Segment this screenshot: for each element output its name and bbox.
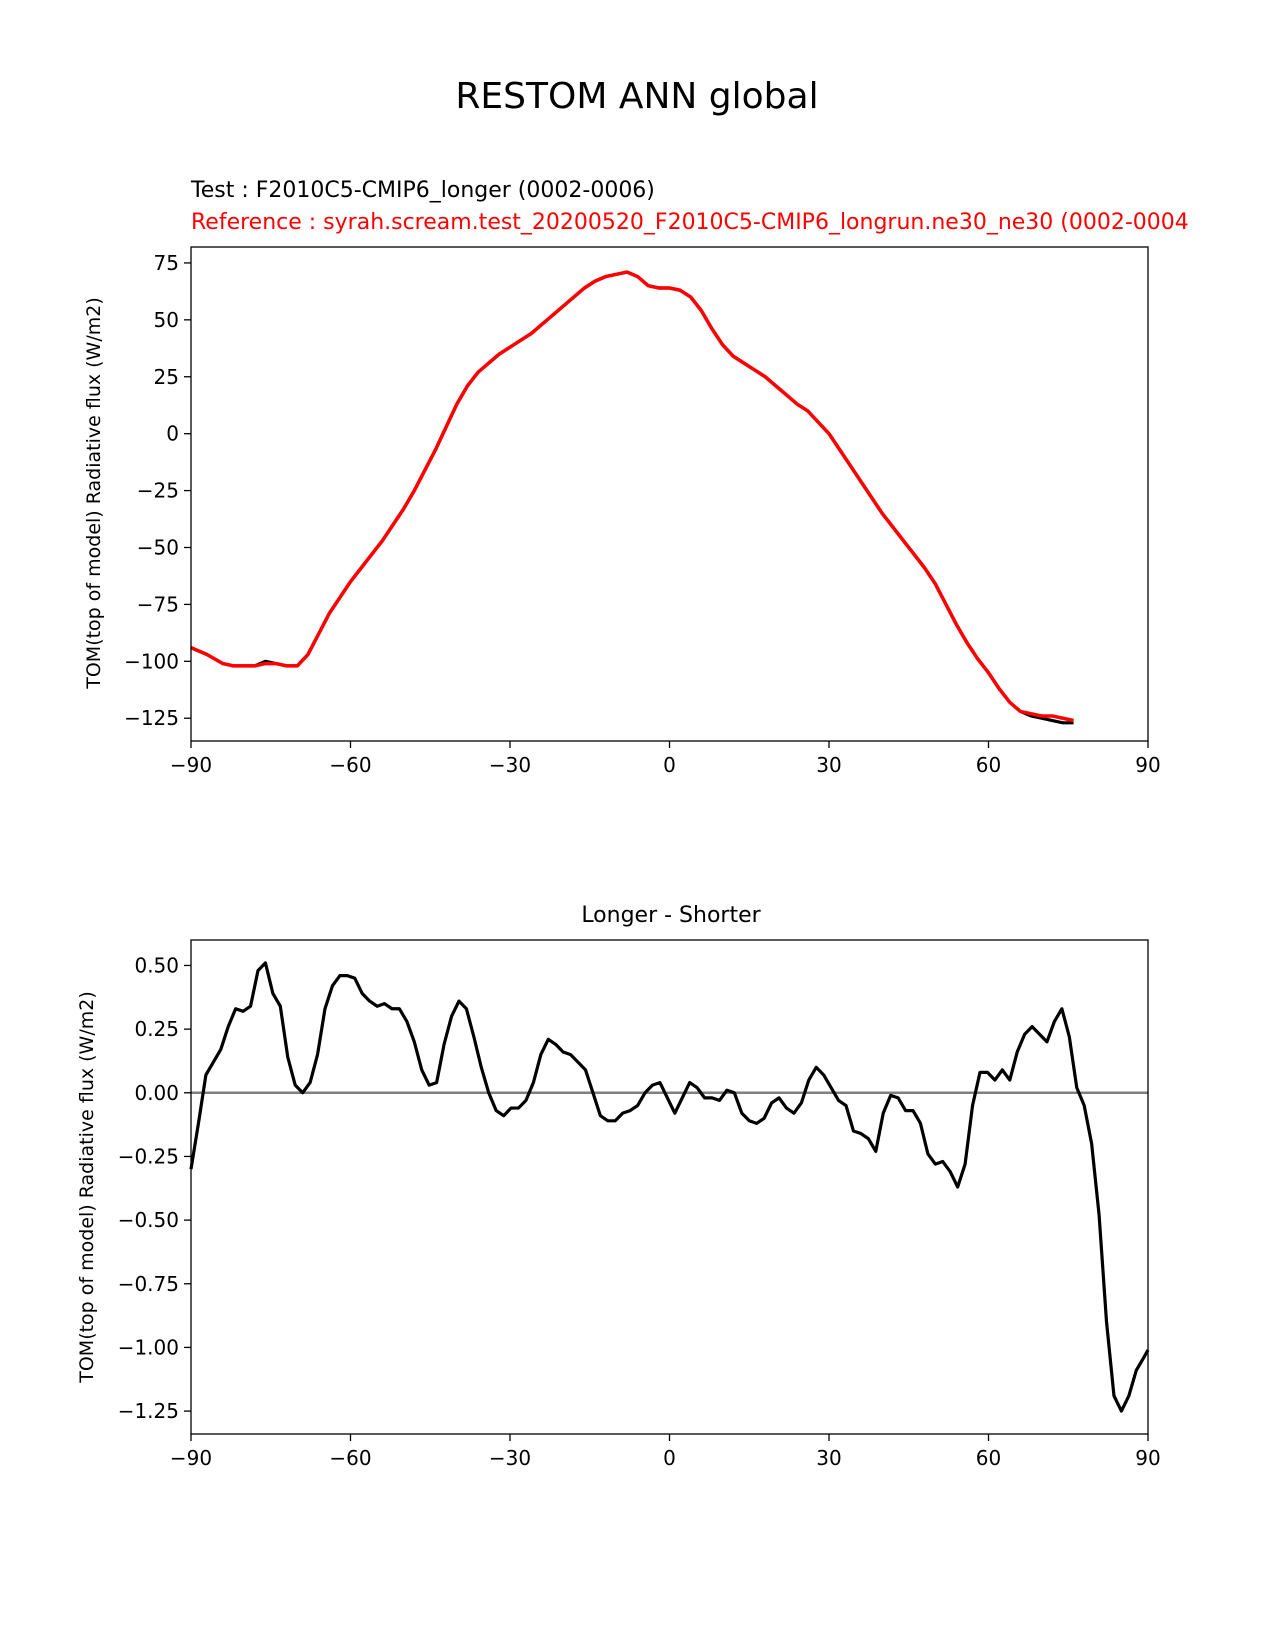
top-y-tick-label: 0 <box>166 422 179 446</box>
test-label: Test : F2010C5-CMIP6_longer (0002-0006) <box>190 178 655 203</box>
top-x-tick-label: 0 <box>663 753 676 777</box>
bottom-x-tick-label: 90 <box>1135 1446 1160 1470</box>
reference-label: Reference : syrah.scream.test_20200520_F… <box>191 210 1189 235</box>
bottom-y-tick-label: −0.25 <box>118 1144 179 1168</box>
bottom-x-tick-label: 60 <box>976 1446 1001 1470</box>
figure-title: RESTOM ANN global <box>455 76 818 117</box>
bottom-axes-frame <box>190 939 1149 1435</box>
top-x-tick-label: −30 <box>489 753 531 777</box>
bottom-y-tick-label: −0.75 <box>118 1272 179 1296</box>
top-axes-frame <box>190 246 1149 742</box>
bottom-series-line-0 <box>189 961 1150 1413</box>
top-series-line-1 <box>190 270 1074 723</box>
top-series-line-0 <box>190 270 1074 725</box>
bottom-y-tick-label: −0.50 <box>118 1208 179 1232</box>
bottom-y-axis-label: TOM(top of model) Radiative flux (W/m2) <box>76 991 98 1384</box>
top-y-tick-label: −100 <box>124 649 179 673</box>
top-y-axis-label: TOM(top of model) Radiative flux (W/m2) <box>83 297 105 690</box>
bottom-chart-title: Longer - Shorter <box>581 903 761 928</box>
bottom-chart: Longer - Shorter −90 −60 −30 0 30 60 90 0.50 0.2… <box>76 903 1161 1470</box>
top-y-tick-label: 25 <box>154 365 179 389</box>
top-x-tick-label: 90 <box>1135 753 1160 777</box>
top-chart: Test : F2010C5-CMIP6_longer (0002-0006) … <box>83 178 1189 777</box>
bottom-y-tick-label: 0.50 <box>134 953 179 977</box>
top-plot-area: −90 −60 −30 0 30 60 90 75 50 25 0 −25 −50 −75 −100 −125 <box>124 246 1161 777</box>
bottom-y-tick-label: −1.00 <box>118 1335 179 1359</box>
top-x-tick-label: 30 <box>816 753 841 777</box>
top-x-tick-label: −60 <box>329 753 371 777</box>
bottom-y-tick-label: 0.00 <box>134 1081 179 1105</box>
bottom-x-tick-label: 0 <box>663 1446 676 1470</box>
top-x-tick-label: 60 <box>976 753 1001 777</box>
top-y-tick-label: 50 <box>154 308 179 332</box>
top-x-tick-label: −90 <box>170 753 212 777</box>
bottom-x-tick-label: −30 <box>489 1446 531 1470</box>
bottom-y-tick-label: −1.25 <box>118 1399 179 1423</box>
bottom-x-tick-label: −90 <box>170 1446 212 1470</box>
bottom-plot-area: −90 −60 −30 0 30 60 90 0.50 0.25 0.00 −0.25 −0.50 −0… <box>118 939 1161 1470</box>
bottom-x-tick-label: −60 <box>329 1446 371 1470</box>
top-y-tick-label: 75 <box>154 251 179 275</box>
top-y-tick-label: −75 <box>137 592 179 616</box>
bottom-y-tick-label: 0.25 <box>134 1017 179 1041</box>
top-y-tick-label: −25 <box>137 479 179 503</box>
bottom-x-tick-label: 30 <box>816 1446 841 1470</box>
top-y-tick-label: −50 <box>137 535 179 559</box>
top-y-tick-label: −125 <box>124 706 179 730</box>
